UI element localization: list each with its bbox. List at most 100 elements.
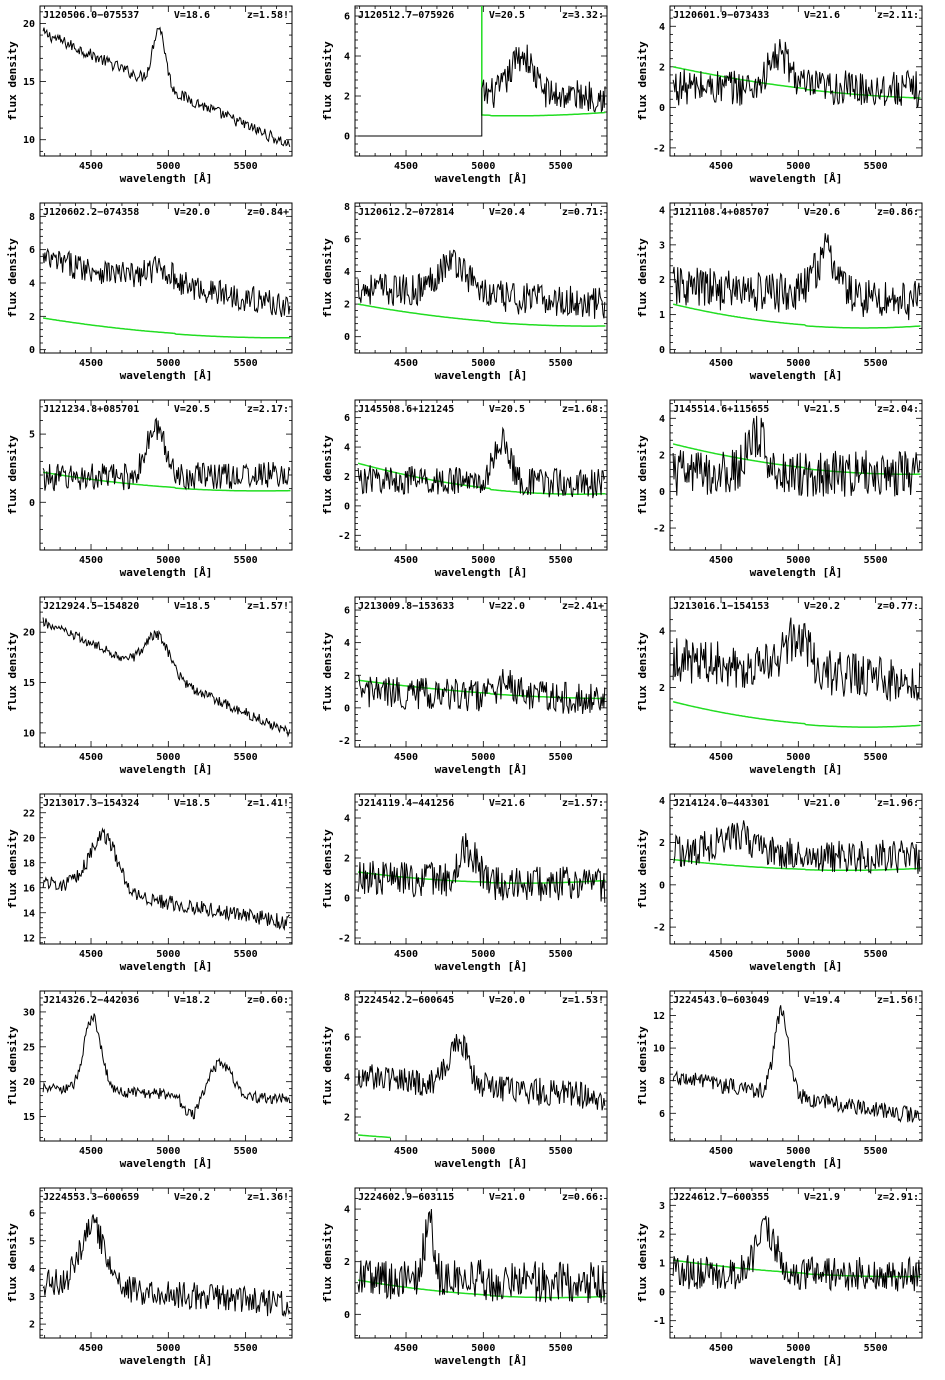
x-tick-label: 5500 [864, 1343, 888, 1354]
plot-frame [669, 596, 923, 748]
plot-frame [669, 202, 923, 354]
x-tick-label: 5000 [156, 752, 180, 763]
y-axis-label: flux density [636, 632, 649, 712]
y-axis-label: flux density [321, 435, 334, 515]
object-name: J120512.7−075926 [358, 10, 454, 21]
spectrum-chart: 4500 5000 5500 0 2 4 6 8 wavelength [Å] flux dens… [321, 202, 608, 382]
y-tick-label: 4 [344, 1205, 350, 1216]
y-tick-label: 1 [659, 310, 665, 321]
spectrum-panel: 4500 5000 5500 0 5 wavelength [Å] flux density… [0, 394, 315, 591]
redshift: z=0.84+ [247, 207, 289, 218]
spectrum-chart: 4500 5000 5500 0 2 4 6 wavelength [Å] flux densi… [321, 5, 608, 185]
spectrum-chart: 4500 5000 5500 2 4 wavelength [Å] flux density… [636, 596, 923, 776]
redshift: z=1.56! [877, 995, 919, 1006]
spectrum-line [672, 1215, 921, 1292]
x-axis-label: wavelength [Å] [435, 1354, 528, 1367]
noise-curve [358, 871, 606, 884]
data-layer [42, 617, 291, 738]
plot-frame [354, 793, 608, 945]
v-magnitude: V=20.0 [174, 207, 210, 218]
spectrum-panel: 4500 5000 5500 -2 0 2 4 wavelength [Å] flux dens… [630, 788, 945, 985]
y-tick-label: 15 [23, 678, 35, 689]
spectrum-panel: 4500 5000 5500 -2 0 2 4 6 wavelength [Å] flux den… [315, 591, 630, 788]
object-name: J145514.6+115655 [673, 404, 769, 415]
x-tick-label: 5000 [471, 161, 495, 172]
spectrum-panel: 4500 5000 5500 12 14 16 18 20 22 wavelength [Å] fl… [0, 788, 315, 985]
v-magnitude: V=21.9 [804, 1192, 840, 1203]
spectrum-line [42, 247, 291, 318]
spectrum-chart: 4500 5000 5500 0 1 2 3 4 wavelength [Å] flux dens… [636, 202, 923, 382]
y-tick-label: -2 [338, 531, 350, 542]
redshift: z=2.11: [877, 10, 919, 21]
object-name: J120601.9−073433 [673, 10, 769, 21]
spectrum-panel: 4500 5000 5500 -1 0 1 2 3 wavelength [Å] flux den… [630, 1182, 945, 1379]
spectrum-line [42, 617, 291, 738]
spectrum-line [672, 415, 921, 497]
object-name: J213009.8−153633 [358, 601, 454, 612]
x-tick-label: 5500 [549, 1343, 573, 1354]
y-tick-label: 2 [29, 312, 35, 323]
x-tick-label: 5500 [549, 752, 573, 763]
y-tick-label: 8 [659, 1076, 665, 1087]
redshift: z=1.41! [247, 798, 289, 809]
y-tick-label: 6 [29, 245, 35, 256]
spectrum-chart: 4500 5000 5500 -2 0 2 4 wavelength [Å] flux dens… [636, 399, 923, 579]
redshift: z=0.71: [562, 207, 604, 218]
x-tick-label: 5000 [156, 358, 180, 369]
y-tick-label: 2 [659, 450, 665, 461]
plot-frame [354, 990, 608, 1142]
y-axis-label: flux density [636, 435, 649, 515]
y-tick-label: 2 [344, 1257, 350, 1268]
v-magnitude: V=20.5 [489, 404, 525, 415]
y-axis-label: flux density [636, 829, 649, 909]
noise-curve [357, 303, 606, 327]
object-name: J224553.3−600659 [43, 1192, 139, 1203]
spectrum-chart: 4500 5000 5500 -1 0 1 2 3 wavelength [Å] flux den… [636, 1187, 923, 1367]
x-axis-label: wavelength [Å] [435, 369, 528, 382]
y-tick-label: 4 [29, 1264, 35, 1275]
y-tick-label: 18 [23, 858, 35, 869]
v-magnitude: V=20.4 [489, 207, 525, 218]
x-tick-label: 4500 [394, 555, 418, 566]
x-tick-label: 5500 [234, 358, 258, 369]
x-tick-label: 5500 [864, 161, 888, 172]
x-tick-label: 5000 [156, 949, 180, 960]
object-name: J214119.4−441256 [358, 798, 454, 809]
y-tick-label: 2 [659, 683, 665, 694]
data-layer [42, 1013, 291, 1120]
y-tick-label: -1 [653, 1316, 665, 1327]
y-tick-label: 20 [23, 628, 35, 639]
y-tick-label: 4 [659, 626, 665, 637]
y-tick-label: 2 [344, 1113, 350, 1124]
data-layer [357, 1208, 606, 1304]
y-axis-label: flux density [6, 632, 19, 712]
noise-curve [672, 700, 921, 728]
spectrum-panel: 4500 5000 5500 0 1 2 3 4 wavelength [Å] flux dens… [630, 197, 945, 394]
spectrum-panel: 4500 5000 5500 10 15 20 wavelength [Å] flux den… [0, 0, 315, 197]
redshift: z=0.77: [877, 601, 919, 612]
x-tick-label: 5500 [549, 949, 573, 960]
spectrum-line [357, 668, 606, 715]
x-tick-label: 5500 [234, 161, 258, 172]
plot-frame [39, 202, 293, 354]
object-name: J121108.4+085707 [673, 207, 769, 218]
x-axis-label: wavelength [Å] [750, 960, 843, 973]
spectrum-line [42, 417, 291, 492]
x-tick-label: 5000 [786, 1146, 810, 1157]
y-tick-label: 2 [659, 1230, 665, 1241]
noise-curve [43, 471, 291, 492]
v-magnitude: V=19.4 [804, 995, 840, 1006]
spectrum-chart: 4500 5000 5500 6 8 10 12 wavelength [Å] flux den… [636, 990, 923, 1170]
y-tick-label: 2 [344, 92, 350, 103]
y-tick-label: 4 [659, 796, 665, 807]
y-tick-label: 4 [29, 279, 35, 290]
redshift: z=0.60: [247, 995, 289, 1006]
spectrum-chart: 4500 5000 5500 10 15 20 wavelength [Å] flux den… [6, 5, 293, 185]
x-tick-label: 4500 [709, 949, 733, 960]
redshift: z=0.66: [562, 1192, 604, 1203]
redshift: z=0.86: [877, 207, 919, 218]
y-axis-label: flux density [321, 41, 334, 121]
redshift: z=1.53! [562, 995, 604, 1006]
noise-curve [43, 317, 291, 339]
